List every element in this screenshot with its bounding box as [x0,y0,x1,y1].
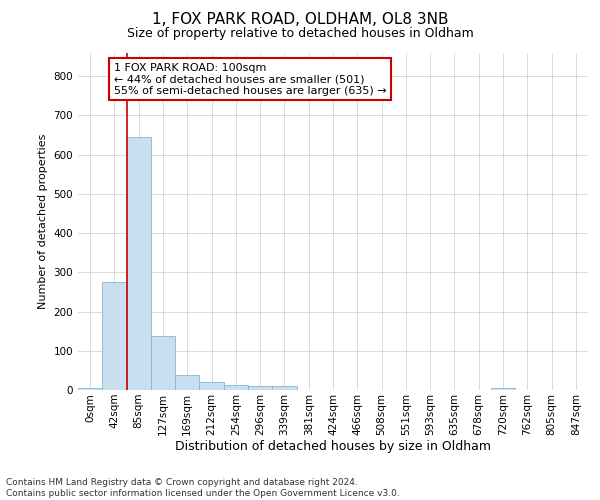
Bar [248,386,272,390]
Bar [127,137,151,390]
Text: 1 FOX PARK ROAD: 100sqm
← 44% of detached houses are smaller (501)
55% of semi-d: 1 FOX PARK ROAD: 100sqm ← 44% of detache… [114,62,386,96]
Bar [151,336,175,390]
X-axis label: Distribution of detached houses by size in Oldham: Distribution of detached houses by size … [175,440,491,454]
Text: 1, FOX PARK ROAD, OLDHAM, OL8 3NB: 1, FOX PARK ROAD, OLDHAM, OL8 3NB [152,12,448,28]
Bar [224,386,248,390]
Text: Size of property relative to detached houses in Oldham: Size of property relative to detached ho… [127,28,473,40]
Text: Contains HM Land Registry data © Crown copyright and database right 2024.
Contai: Contains HM Land Registry data © Crown c… [6,478,400,498]
Bar [102,282,127,390]
Y-axis label: Number of detached properties: Number of detached properties [38,134,48,309]
Bar [199,382,224,390]
Bar [272,386,296,390]
Bar [78,388,102,390]
Bar [175,375,199,390]
Bar [491,388,515,390]
